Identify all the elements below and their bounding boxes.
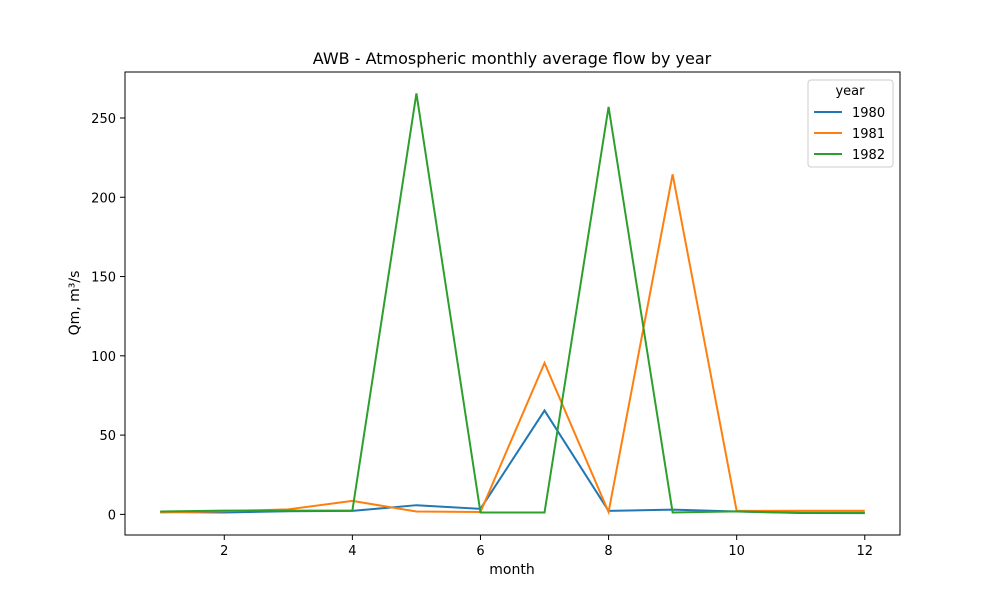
legend: year 1980 1981 1982 [807,79,894,168]
x-axis: 2 4 6 8 10 12 [220,535,873,559]
legend-label-1981: 1981 [852,127,885,142]
y-axis: 0 50 100 150 200 250 [91,112,125,523]
plot-frame [124,71,901,536]
y-tick-label: 250 [91,112,116,127]
plot-area [124,71,901,536]
legend-title: year [835,84,865,99]
x-tick-label: 12 [856,544,873,559]
x-tick-label: 8 [604,544,612,559]
series-line-1980 [160,408,865,515]
y-tick-label: 200 [91,191,116,206]
x-tick-label: 10 [728,544,745,559]
series-line-1981 [160,174,865,516]
legend-box [807,79,894,168]
legend-label-1982: 1982 [852,148,885,163]
y-tick-label: 100 [91,350,116,365]
chart-title: AWB - Atmospheric monthly average flow b… [313,49,712,68]
x-tick-label: 6 [476,544,484,559]
y-tick-label: 150 [91,271,116,286]
legend-label-1980: 1980 [852,106,885,121]
x-tick-label: 4 [348,544,356,559]
series-lines [160,93,865,516]
x-tick-label: 2 [220,544,228,559]
y-tick-label: 0 [108,508,116,523]
series-line-1982 [160,93,865,514]
x-axis-label: month [489,562,534,578]
y-axis-label: Qm, m³/s [67,271,83,336]
y-tick-label: 50 [99,429,116,444]
